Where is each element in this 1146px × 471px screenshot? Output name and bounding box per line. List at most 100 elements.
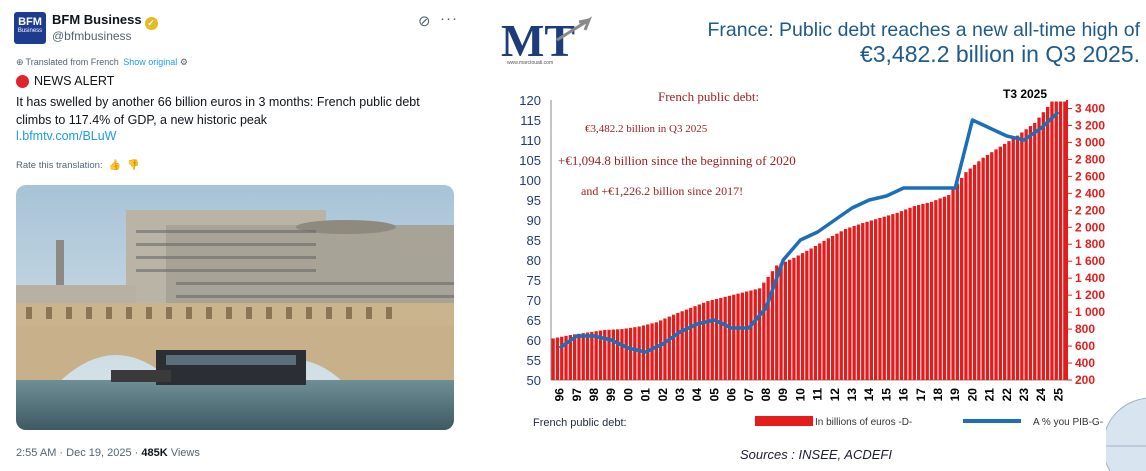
translation-note: ⊕ Translated from French Show original ⚙ <box>16 57 188 68</box>
x-tick-label: 02 <box>656 388 670 402</box>
debt-bar <box>727 295 732 380</box>
x-tick-label: 12 <box>828 388 842 402</box>
debt-bar <box>826 238 830 380</box>
debt-bar <box>1003 143 1007 380</box>
y-left-tick-label: 105 <box>519 153 541 168</box>
debt-bar <box>676 312 680 380</box>
tweet-card: BFM Business BFM Business ✓ @bfmbusiness ⊘… <box>0 0 472 471</box>
debt-bar <box>637 326 641 380</box>
debt-bar <box>1037 117 1041 381</box>
x-tick-label: 21 <box>983 388 997 402</box>
debt-bar <box>594 331 598 380</box>
y-left-tick-label: 80 <box>527 253 541 268</box>
debt-bar <box>573 334 577 380</box>
tweet-time[interactable]: 2:55 AM · Dec 19, 2025 · <box>16 447 142 459</box>
y-right-tick-label: 400 <box>1075 356 1095 370</box>
y-right-tick-label: 2 600 <box>1075 169 1105 183</box>
debt-bar <box>749 290 753 380</box>
x-tick-label: 96 <box>553 388 567 402</box>
y-right-tick-label: 1 200 <box>1075 288 1105 302</box>
x-tick-label: 06 <box>725 388 739 402</box>
debt-bar <box>736 293 740 380</box>
debt-bar <box>796 255 800 380</box>
y-right-tick-label: 1 000 <box>1075 305 1105 319</box>
legend-bar-swatch <box>755 416 813 426</box>
show-original-link[interactable]: Show original <box>123 57 178 67</box>
debt-bar <box>697 304 701 380</box>
debt-bar <box>818 243 822 380</box>
debt-bar <box>611 329 615 380</box>
debt-bar <box>839 231 843 380</box>
debt-bar <box>581 333 585 380</box>
debt-bar <box>912 206 916 380</box>
y-right-tick-label: 1 400 <box>1075 271 1105 285</box>
settings-icon[interactable]: ⚙ <box>179 57 188 67</box>
tweet-link[interactable]: l.bfmtv.com/BLuW <box>16 129 117 143</box>
debt-bar <box>1015 135 1020 380</box>
debt-bar <box>998 146 1002 380</box>
x-tick-label: 99 <box>604 388 618 402</box>
thumbs-up-icon[interactable]: 👍 <box>108 160 122 171</box>
debt-bar <box>843 228 848 380</box>
debt-bar <box>947 195 951 380</box>
x-tick-label: 01 <box>639 388 653 402</box>
debt-bar <box>693 306 697 380</box>
globe-decoration <box>1106 397 1146 471</box>
y-right-tick-label: 800 <box>1075 322 1095 336</box>
x-tick-label: 16 <box>897 388 911 402</box>
debt-bar <box>633 327 637 380</box>
debt-bar <box>560 336 564 380</box>
x-tick-label: 97 <box>570 388 584 402</box>
debt-bar <box>929 201 934 380</box>
debt-bar <box>616 329 620 380</box>
y-left-tick-label: 115 <box>520 113 541 128</box>
chart-headline: France: Public debt reaches a new all-ti… <box>620 18 1140 66</box>
debt-bar <box>856 224 861 380</box>
tweet-body: It has swelled by another 66 billion eur… <box>16 95 420 127</box>
debt-bar <box>1050 101 1054 380</box>
debt-bar <box>805 250 809 380</box>
debt-bar <box>994 149 998 380</box>
thumbs-down-icon[interactable]: 👎 <box>127 160 140 171</box>
debt-bar <box>689 307 693 380</box>
debt-bar <box>667 316 671 380</box>
news-alert: NEWS ALERT <box>16 74 114 88</box>
x-tick-label: 22 <box>1000 388 1014 402</box>
grok-icon[interactable]: ⊘ <box>418 13 431 30</box>
chart-title: French public debt: <box>658 89 759 104</box>
debt-bar <box>770 271 775 380</box>
debt-bar <box>745 291 749 380</box>
tweet-photo[interactable] <box>16 185 454 430</box>
debt-bar <box>762 282 766 380</box>
debt-bar <box>684 309 689 380</box>
debt-bar <box>831 235 835 380</box>
debt-gdp-line <box>558 110 1060 354</box>
x-tick-label: 24 <box>1034 388 1048 402</box>
debt-bar <box>714 298 719 380</box>
display-name[interactable]: BFM Business ✓ <box>52 12 158 30</box>
debt-bar <box>671 314 676 380</box>
handle[interactable]: @bfmbusiness <box>52 29 132 43</box>
avatar[interactable]: BFM Business <box>14 12 46 44</box>
more-options-icon[interactable]: ··· <box>440 10 458 27</box>
debt-bar <box>861 223 865 380</box>
debt-bar <box>921 203 925 380</box>
debt-bar <box>740 292 744 380</box>
debt-bar <box>710 300 714 380</box>
debt-bar <box>568 335 572 380</box>
globe-icon: ⊕ <box>16 57 24 67</box>
debt-bar <box>680 311 684 380</box>
y-right-tick-label: 1 600 <box>1075 254 1105 268</box>
debt-bar <box>659 320 663 380</box>
debt-bar <box>835 233 839 380</box>
debt-bar <box>809 248 813 380</box>
x-tick-label: 03 <box>673 388 687 402</box>
debt-bar <box>955 183 959 380</box>
debt-bar <box>942 196 947 380</box>
x-tick-label: 20 <box>965 388 979 402</box>
x-tick-label: 14 <box>862 388 876 402</box>
debt-bar <box>968 168 972 380</box>
debt-bar <box>1041 112 1045 380</box>
y-left-tick-label: 65 <box>527 313 541 328</box>
debt-bar <box>779 263 783 380</box>
